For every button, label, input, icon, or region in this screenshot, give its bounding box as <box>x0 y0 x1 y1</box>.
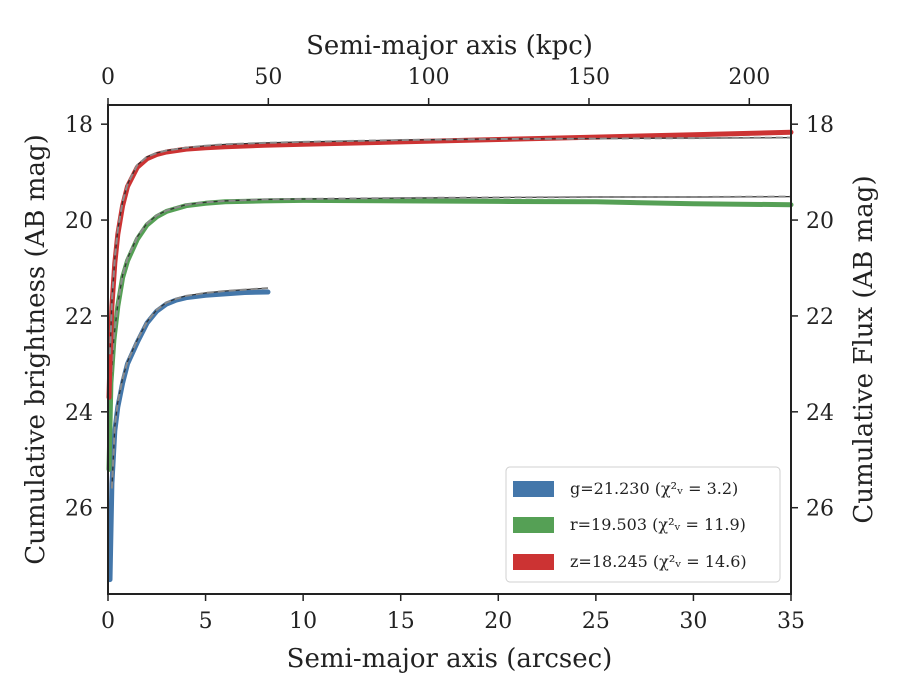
x-tick-label: 5 <box>199 609 213 634</box>
x-tick-label: 25 <box>582 609 610 634</box>
x-tick-label: 10 <box>289 609 317 634</box>
legend-swatch-r <box>513 517 554 533</box>
right-y-tick-label: 26 <box>806 497 834 522</box>
x-tick-label: 0 <box>101 609 115 634</box>
model-line-z <box>109 136 792 355</box>
model-line-g <box>110 287 269 489</box>
top-x-tick-label: 50 <box>254 65 282 90</box>
right-y-tick-label: 22 <box>806 305 834 330</box>
right-y-tick-label: 20 <box>806 209 834 234</box>
y-tick-label: 20 <box>65 209 93 234</box>
right-y-tick-label: 18 <box>806 113 834 138</box>
series-line-z <box>106 129 794 400</box>
x-tick-label: 20 <box>484 609 512 634</box>
legend-label-r: r=19.503 (χ²ᵥ = 11.9) <box>570 515 746 534</box>
series-layer <box>106 129 794 583</box>
series-line-g <box>107 289 271 583</box>
top-x-tick-label: 200 <box>728 65 770 90</box>
top-x-axis-title: Semi-major axis (kpc) <box>306 31 593 61</box>
model-core-g <box>111 287 269 489</box>
y-tick-label: 24 <box>65 401 93 426</box>
model-core-z <box>109 137 792 355</box>
model-core-r <box>110 196 792 384</box>
x-axis-title: Semi-major axis (arcsec) <box>287 644 613 674</box>
y-tick-label: 26 <box>65 497 93 522</box>
top-x-tick-label: 100 <box>408 65 450 90</box>
legend-swatch-g <box>513 481 554 497</box>
series-line-r <box>106 197 794 472</box>
legend-frame <box>505 466 781 583</box>
legend: g=21.230 (χ²ᵥ = 3.2) r=19.503 (χ²ᵥ = 11.… <box>505 466 781 583</box>
tick-layer: 0 5 10 15 20 25 30 35 0 50 100 150 200 18 18 20 20 22 22 24… <box>65 65 834 634</box>
y-axis-title: Cumulative brightness (AB mag) <box>21 134 51 565</box>
legend-label-g: g=21.230 (χ²ᵥ = 3.2) <box>570 479 738 498</box>
model-line-r <box>109 195 792 384</box>
legend-label-z: z=18.245 (χ²ᵥ = 14.6) <box>570 552 747 571</box>
x-tick-label: 30 <box>679 609 707 634</box>
y-tick-label: 22 <box>65 305 93 330</box>
top-x-tick-label: 150 <box>568 65 610 90</box>
x-tick-label: 15 <box>387 609 415 634</box>
y-tick-label: 18 <box>65 113 93 138</box>
right-y-axis-title: Cumulative Flux (AB mag) <box>849 175 879 523</box>
x-tick-label: 35 <box>777 609 805 634</box>
top-x-tick-label: 0 <box>101 65 115 90</box>
plot-frame <box>107 104 792 595</box>
legend-swatch-z <box>513 554 554 570</box>
right-y-tick-label: 24 <box>806 401 834 426</box>
